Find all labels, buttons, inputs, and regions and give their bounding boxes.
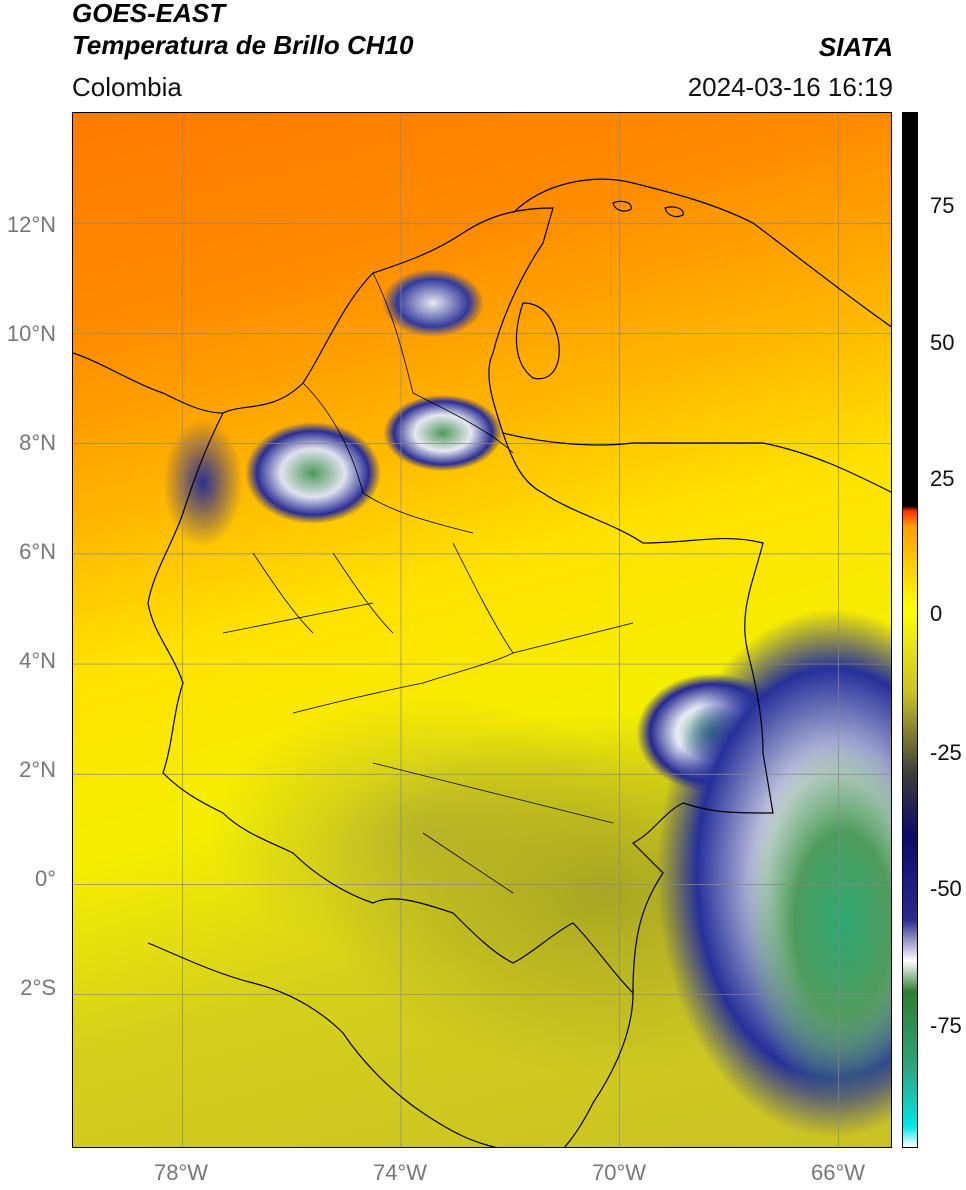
lat-label-8n: 8°N <box>19 430 56 455</box>
brazil-border <box>563 992 634 1147</box>
ecuador-peru-border <box>147 942 497 1147</box>
colorbar-label-50: 50 <box>930 330 955 355</box>
lat-label-0: 0° <box>34 866 56 891</box>
lat-label-10n: 10°N <box>6 321 56 346</box>
colorbar-label-neg75: -75 <box>930 1013 962 1038</box>
lat-label-2s: 2°S <box>20 975 56 1000</box>
timestamp-label: 2024-03-16 16:19 <box>687 72 893 102</box>
colorbar-label-75: 75 <box>930 193 955 218</box>
lat-label-12n: 12°N <box>6 212 56 237</box>
colorbar-label-neg50: -50 <box>930 876 962 901</box>
internal-borders <box>222 272 634 894</box>
venezuela-border <box>502 432 891 493</box>
panama-coast <box>73 352 224 414</box>
lon-label-78w: 78°W <box>153 1160 209 1185</box>
gulf-maracaibo <box>515 302 560 380</box>
colorbar-label-neg25: -25 <box>930 740 962 765</box>
colorbar-label-25: 25 <box>930 466 955 491</box>
product-title: Temperatura de Brillo CH10 <box>72 30 414 60</box>
satellite-map[interactable] <box>72 112 892 1148</box>
graticule <box>73 113 891 1147</box>
region-label: Colombia <box>72 72 182 102</box>
colorbar-label-0: 0 <box>930 601 943 626</box>
colorbar <box>902 112 918 1148</box>
lon-label-66w: 66°W <box>810 1160 866 1185</box>
colombia-outline <box>147 207 774 995</box>
curacao <box>664 206 684 218</box>
brand-label: SIATA <box>818 32 893 62</box>
lat-label-4n: 4°N <box>19 648 56 673</box>
satellite-title: GOES-EAST <box>72 0 226 28</box>
coastline-north <box>512 178 891 328</box>
country-borders <box>73 178 891 1147</box>
lon-label-74w: 74°W <box>372 1160 428 1185</box>
map-overlay <box>73 113 891 1147</box>
lat-label-6n: 6°N <box>19 539 56 564</box>
lon-label-70w: 70°W <box>591 1160 647 1185</box>
lat-label-2n: 2°N <box>19 757 56 782</box>
aruba <box>612 200 632 212</box>
